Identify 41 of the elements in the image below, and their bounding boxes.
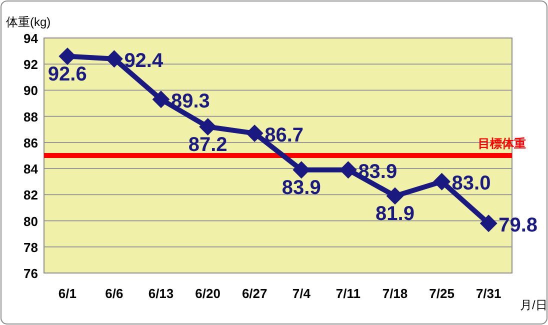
x-tick-label: 7/18 xyxy=(382,286,408,301)
point xyxy=(480,214,498,232)
x-tick-label: 6/1 xyxy=(58,286,76,301)
y-tick-label: 86 xyxy=(24,135,38,150)
data-label: 83.9 xyxy=(282,176,321,199)
point xyxy=(246,124,264,142)
point xyxy=(433,173,450,190)
point xyxy=(152,90,170,108)
y-tick-label: 90 xyxy=(24,83,38,98)
point xyxy=(106,50,123,68)
data-label: 86.7 xyxy=(264,124,304,146)
y-tick-label: 78 xyxy=(24,240,38,255)
x-tick-label: 6/20 xyxy=(195,286,220,301)
x-tick-label: 7/11 xyxy=(336,286,360,301)
x-axis-title: 月/日 xyxy=(520,298,548,312)
point xyxy=(199,118,216,136)
data-label: 92.4 xyxy=(124,50,164,72)
data-label: 92.6 xyxy=(48,63,87,86)
x-tick-label: 6/27 xyxy=(242,286,268,301)
point xyxy=(292,161,310,178)
y-axis-title: 体重(kg) xyxy=(6,15,51,29)
y-tick-label: 82 xyxy=(24,188,38,203)
y-tick-label: 94 xyxy=(24,31,39,46)
x-tick-label: 6/13 xyxy=(148,286,174,301)
y-tick-label: 88 xyxy=(24,109,38,124)
data-label: 87.2 xyxy=(188,134,228,156)
x-tick-label: 7/31 xyxy=(476,286,502,301)
ref-line-label: 目標体重 xyxy=(478,136,526,150)
y-tick-label: 92 xyxy=(24,57,38,72)
y-tick-label: 80 xyxy=(24,214,38,229)
point xyxy=(340,161,357,178)
y-tick-label: 76 xyxy=(24,266,38,281)
point xyxy=(386,187,404,204)
y-tick-label: 84 xyxy=(24,162,39,177)
data-label: 79.8 xyxy=(498,214,538,236)
x-tick-label: 7/25 xyxy=(429,286,454,301)
data-label: 81.9 xyxy=(376,202,414,225)
data-label: 83.0 xyxy=(452,172,491,195)
x-tick-label: 7/4 xyxy=(292,286,312,301)
x-tick-label: 6/6 xyxy=(105,286,124,301)
point xyxy=(58,48,76,65)
